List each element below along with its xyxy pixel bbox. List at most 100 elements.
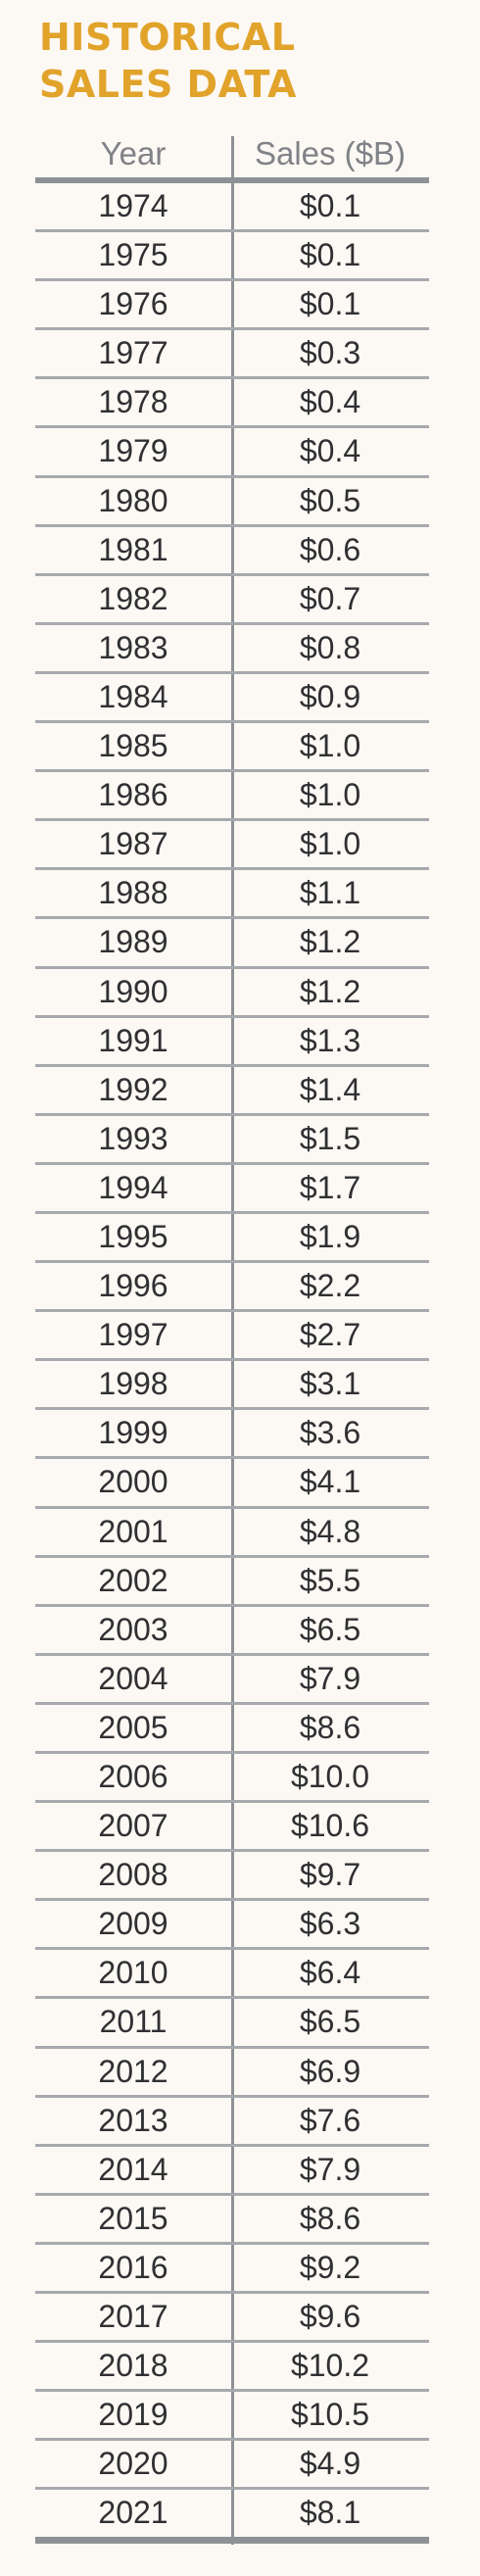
table-row: 1995 $1.9 <box>35 1214 429 1264</box>
table-row: 1982 $0.7 <box>35 576 429 625</box>
sales-cell: $7.9 <box>299 1660 361 1696</box>
table-row: 2003 $6.5 <box>35 1607 429 1656</box>
table-row: 1998 $3.1 <box>35 1361 429 1411</box>
sales-cell: $1.2 <box>299 973 361 1009</box>
table-row: 1988 $1.1 <box>35 870 429 920</box>
sales-cell: $10.2 <box>290 2348 370 2384</box>
table-row: 1976 $0.1 <box>35 281 429 331</box>
year-cell: 2001 <box>98 1513 168 1549</box>
table-row: 1974 $0.1 <box>35 183 429 233</box>
sales-cell: $4.1 <box>299 1464 361 1500</box>
sales-cell: $9.2 <box>299 2249 361 2285</box>
year-cell: 1999 <box>98 1415 168 1451</box>
year-cell: 2016 <box>98 2249 168 2285</box>
year-cell: 1985 <box>98 728 168 764</box>
year-cell: 2014 <box>98 2151 168 2187</box>
table-row: 2005 $8.6 <box>35 1705 429 1754</box>
table-row: 1987 $1.0 <box>35 821 429 871</box>
sales-cell: $6.3 <box>299 1906 361 1942</box>
year-cell: 1978 <box>98 384 168 420</box>
sales-cell: $7.9 <box>299 2151 361 2187</box>
table-row: 1980 $0.5 <box>35 478 429 527</box>
table-row: 2012 $6.9 <box>35 2049 429 2098</box>
table-row: 2010 $6.4 <box>35 1950 429 2000</box>
sales-cell: $9.7 <box>299 1857 361 1893</box>
sales-cell: $1.9 <box>299 1218 361 1254</box>
table-row: 1978 $0.4 <box>35 379 429 429</box>
sales-cell: $6.5 <box>299 2004 361 2040</box>
sales-cell: $8.1 <box>299 2495 361 2531</box>
year-cell: 1993 <box>98 1120 168 1156</box>
year-cell: 2005 <box>98 1709 168 1745</box>
year-cell: 1994 <box>98 1169 168 1205</box>
table-row: 1979 $0.4 <box>35 428 429 478</box>
table-row: 1996 $2.2 <box>35 1263 429 1313</box>
sales-cell: $0.9 <box>299 678 361 714</box>
sales-cell: $10.0 <box>290 1759 370 1794</box>
table-row: 2019 $10.5 <box>35 2392 429 2442</box>
table-row: 2018 $10.2 <box>35 2343 429 2393</box>
year-cell: 2007 <box>98 1808 168 1844</box>
year-cell: 1974 <box>98 188 168 223</box>
year-cell: 1981 <box>98 531 168 567</box>
year-cell: 1976 <box>98 286 168 322</box>
sales-table: Year Sales ($B) 1974 $0.1 1975 $0.1 1976 $0.1… <box>35 130 429 2545</box>
sales-cell: $0.1 <box>299 237 361 273</box>
sales-cell: $3.6 <box>299 1415 361 1451</box>
sales-cell: $9.6 <box>299 2299 361 2335</box>
year-cell: 1998 <box>98 1366 168 1402</box>
year-cell: 2011 <box>99 2004 168 2040</box>
year-cell: 1987 <box>98 826 168 862</box>
sales-column-header: Sales ($B) <box>254 135 407 171</box>
year-column-header: Year <box>100 135 167 171</box>
year-cell: 1980 <box>98 482 168 518</box>
year-cell: 1990 <box>98 973 168 1009</box>
sales-cell: $0.6 <box>299 531 361 567</box>
year-cell: 2009 <box>98 1906 168 1942</box>
title-line-1: HISTORICAL <box>39 16 296 59</box>
table-row: 1983 $0.8 <box>35 625 429 674</box>
table-row: 2009 $6.3 <box>35 1901 429 1951</box>
sales-cell: $1.0 <box>299 728 361 764</box>
sales-cell: $0.4 <box>299 384 361 420</box>
table-row: 1989 $1.2 <box>35 919 429 969</box>
sales-cell: $0.7 <box>299 580 361 616</box>
year-cell: 2018 <box>98 2348 168 2384</box>
sales-cell: $6.9 <box>299 2053 361 2089</box>
year-cell: 2013 <box>98 2102 168 2138</box>
table-row: 2016 $9.2 <box>35 2245 429 2295</box>
table-row: 2000 $4.1 <box>35 1459 429 1509</box>
sales-cell: $5.5 <box>299 1562 361 1598</box>
sales-cell: $1.7 <box>299 1169 361 1205</box>
table-row: 1991 $1.3 <box>35 1018 429 1067</box>
year-cell: 2002 <box>98 1562 168 1598</box>
sales-cell: $2.7 <box>299 1317 361 1353</box>
year-cell: 1982 <box>98 580 168 616</box>
table-row: 1993 $1.5 <box>35 1116 429 1165</box>
table-row: 2013 $7.6 <box>35 2098 429 2147</box>
sales-cell: $0.3 <box>299 335 361 371</box>
table-row: 1997 $2.7 <box>35 1312 429 1362</box>
sales-cell: $8.6 <box>299 1709 361 1745</box>
year-cell: 2006 <box>98 1759 168 1794</box>
sales-cell: $1.0 <box>299 777 361 813</box>
sales-cell: $6.4 <box>299 1955 361 1991</box>
sales-cell: $1.5 <box>299 1120 361 1156</box>
sales-cell: $0.1 <box>299 188 361 223</box>
sales-cell: $0.4 <box>299 433 361 469</box>
table-body: 1974 $0.1 1975 $0.1 1976 $0.1 1977 $0.3 1978 $0.4… <box>35 183 429 2544</box>
year-cell: 1997 <box>98 1317 168 1353</box>
table-row: 1975 $0.1 <box>35 232 429 282</box>
table-row: 1984 $0.9 <box>35 674 429 724</box>
table-row: 2015 $8.6 <box>35 2196 429 2245</box>
year-cell: 1995 <box>98 1218 168 1254</box>
year-cell: 2004 <box>98 1660 168 1696</box>
year-cell: 1979 <box>98 433 168 469</box>
year-cell: 2019 <box>98 2397 168 2433</box>
table-row: 1999 $3.6 <box>35 1410 429 1460</box>
year-cell: 1991 <box>98 1022 168 1058</box>
year-cell: 1983 <box>98 629 168 665</box>
column-divider <box>231 136 234 2545</box>
table-row: 1986 $1.0 <box>35 772 429 822</box>
year-cell: 1992 <box>98 1071 168 1107</box>
